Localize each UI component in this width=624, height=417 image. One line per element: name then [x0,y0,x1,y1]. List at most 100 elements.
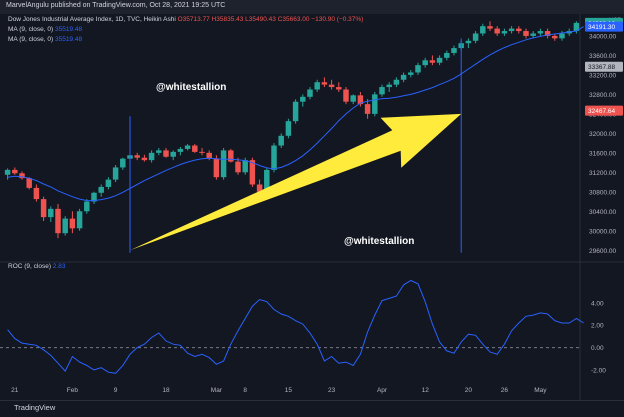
price-tick-label: 30000.00 [589,228,616,235]
time-tick-label: 23 [328,387,336,394]
candle-body [213,158,220,178]
time-tick-label: 12 [422,387,430,394]
candle-body [530,33,536,36]
candle-body [156,150,162,153]
candle-body [249,160,256,185]
footer: TradingView [0,400,624,417]
candle-body [480,26,486,34]
time-tick-label: 20 [465,387,473,394]
candle-body [170,151,176,157]
candle-body [141,157,148,161]
candle-body [544,31,551,36]
candle-body [12,169,18,174]
candle-body [292,101,299,122]
candle-body [372,94,378,114]
symbol-name: Dow Jones Industrial Average Index, 1D, … [8,16,176,23]
time-axis: 21 Feb 9 18 Mar 8 15 23 Apr 12 20 26 May [11,387,547,394]
candle-body [148,152,155,161]
candle-body [501,31,508,34]
candle-body [300,96,306,102]
time-tick-label: May [534,387,547,394]
candle-body [516,28,522,32]
candle-body [69,218,76,229]
roc-label: ROC (9, close) [8,263,51,270]
time-tick-label: 21 [11,387,19,394]
candle-body [400,74,407,80]
time-tick-label: 9 [114,387,118,394]
price-tick-label: 33600.00 [589,53,616,60]
price-badge-label: 34191.30 [588,24,615,31]
price-tick-label: 32800.00 [589,92,616,99]
candle-body [573,22,580,32]
candle-body [112,167,119,180]
candle-body [508,28,515,32]
candle-body [350,95,356,102]
watermark-top: @whitestallion [156,82,227,93]
candle-body [321,82,328,85]
candle-body [451,48,457,53]
roc-tick-label: -2.00 [591,367,606,374]
time-tick-label: 26 [501,387,509,394]
annotations [129,38,462,253]
candle-body [422,60,428,66]
candle-body [429,60,436,63]
price-badge [585,21,623,32]
price-tick-label: 30800.00 [589,189,616,196]
price-badge [585,105,623,116]
candle-body [436,57,443,63]
time-tick-label: Feb [67,387,79,394]
candle-body [386,84,392,88]
candle-body [278,135,284,146]
candle-body [472,33,479,41]
candle-body [336,87,342,90]
price-badge-label: 32467.64 [588,108,615,115]
candle-body [408,72,414,75]
candle-body [91,192,97,202]
candle-body [314,82,320,90]
candle-body [285,121,292,136]
candle-body [192,145,198,152]
candle-body [4,169,11,175]
candle-body [105,179,112,187]
candle-body [228,150,234,162]
trend-arrow [130,113,462,251]
candle-body [120,158,126,168]
candle-body [84,201,90,212]
price-tick-label: 31600.00 [589,150,616,157]
watermark-bottom: @whitestallion [344,236,415,247]
ohlc-values: O35713.77 H35835.43 L35490.43 C35663.00 … [177,16,364,23]
price-tick-label: 30400.00 [589,209,616,216]
roc-pane [0,279,584,374]
candle-body [98,186,104,193]
time-tick-label: 8 [243,387,247,394]
candle-body [415,65,421,73]
candles [4,21,580,239]
candle-body [134,155,140,158]
candle-body [552,35,558,39]
price-badge-label: 33367.88 [588,64,615,71]
time-tick-label: Mar [211,387,223,394]
price-axis: 34000.0033600.0033200.0032800.0032400.00… [585,17,623,374]
publisher-text: MarvelAngulu published on TradingView.co… [6,2,226,9]
candle-body [494,28,500,34]
candle-body [444,52,450,58]
roc-tick-label: 0.00 [591,345,604,352]
ma2-value: 35519.48 [54,36,83,43]
roc-tick-label: 4.00 [591,300,604,307]
candle-body [184,145,191,149]
roc-line [7,279,584,374]
price-tick-label: 32000.00 [589,131,616,138]
candle-body [220,150,227,178]
candle-body [343,89,349,102]
candle-body [465,40,472,44]
price-tick-label: 34000.00 [589,33,616,40]
candle-body [307,89,313,97]
candle-body [19,173,25,179]
candle-body [199,151,205,153]
candle-body [26,178,32,188]
candle-body [40,199,47,218]
candle-body [256,184,263,192]
candle-body [523,31,529,36]
chart-area[interactable]: 34000.0033600.0033200.0032800.0032400.00… [0,14,624,400]
ma2-label: MA (9, close, 0) [8,36,54,43]
